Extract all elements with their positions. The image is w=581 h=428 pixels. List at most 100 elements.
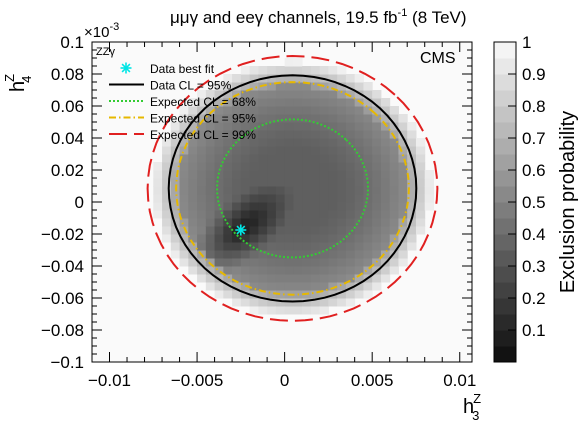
y-tick-label: −0.08 — [41, 321, 84, 340]
heatmap-cell — [232, 210, 242, 219]
heatmap-cell — [363, 202, 373, 211]
heatmap-cell — [319, 170, 329, 179]
heatmap-cell — [284, 210, 294, 219]
x-tick-label: −0.005 — [171, 371, 223, 390]
heatmap-cell — [267, 298, 277, 307]
heatmap-cell — [302, 266, 312, 275]
heatmap-cell — [415, 202, 426, 211]
heatmap-cell — [284, 186, 294, 195]
heatmap-cell — [302, 74, 312, 83]
heatmap-cell — [179, 122, 189, 131]
heatmap-cell — [284, 234, 294, 243]
heatmap-cell — [275, 74, 286, 83]
heatmap-cell — [398, 186, 408, 195]
heatmap-cell — [345, 226, 356, 235]
heatmap-cell — [415, 146, 426, 155]
heatmap-cell — [170, 234, 181, 243]
colorbar-tick-label: 0.8 — [522, 97, 546, 116]
heatmap-cell — [372, 202, 382, 211]
heatmap-cell — [232, 74, 242, 83]
heatmap-cell — [240, 290, 251, 299]
best-fit-star-stroke — [236, 225, 246, 235]
heatmap-cell — [179, 138, 189, 147]
heatmap-cell — [337, 98, 347, 107]
heatmap-cell — [223, 170, 233, 179]
heatmap-cell — [345, 194, 356, 203]
heatmap-cell — [293, 98, 303, 107]
heatmap-cell — [267, 146, 277, 155]
heatmap-cell — [205, 138, 216, 147]
heatmap-cell — [240, 138, 251, 147]
heatmap-cell — [363, 290, 373, 299]
y-tick-label: 0 — [75, 193, 84, 212]
heatmap-cell — [354, 250, 364, 259]
heatmap-cell — [249, 282, 259, 291]
heatmap-cell — [258, 194, 268, 203]
heatmap-cell — [240, 82, 251, 91]
heatmap-cell — [214, 146, 224, 155]
heatmap-cell — [258, 258, 268, 267]
heatmap-cell — [293, 58, 303, 67]
heatmap-cell — [188, 234, 198, 243]
heatmap-cell — [389, 122, 399, 131]
heatmap-cell — [197, 186, 207, 195]
heatmap-cell — [275, 154, 286, 163]
heatmap-cell — [188, 210, 198, 219]
heatmap-cell — [293, 274, 303, 283]
heatmap-cell — [258, 242, 268, 251]
best-fit-marker — [235, 224, 247, 236]
heatmap-cell — [267, 114, 277, 123]
colorbar-step — [494, 314, 516, 331]
heatmap-cell — [337, 202, 347, 211]
heatmap-cell — [328, 162, 338, 171]
heatmap-cell — [223, 274, 233, 283]
heatmap-cell — [363, 266, 373, 275]
heatmap-cell — [354, 290, 364, 299]
legend-item: Data best fit — [120, 62, 215, 76]
heatmap-cell — [188, 170, 198, 179]
heatmap-cell — [293, 202, 303, 211]
heatmap-cell — [249, 226, 259, 235]
heatmap-cell — [275, 138, 286, 147]
heatmap-cell — [240, 90, 251, 99]
heatmap-cell — [232, 218, 242, 227]
heatmap-cell — [214, 130, 224, 139]
heatmap-cell — [275, 274, 286, 283]
heatmap-cell — [249, 138, 259, 147]
heatmap-cell — [372, 178, 382, 187]
heatmap-cell — [319, 218, 329, 227]
colorbar-ticks: 0.1 0.2 0.3 0.4 0.5 0.6 0.7 0.8 0.9 1 — [508, 33, 546, 340]
heatmap-cell — [267, 282, 277, 291]
heatmap-cell — [293, 154, 303, 163]
heatmap-cell — [363, 114, 373, 123]
heatmap-cell — [223, 210, 233, 219]
heatmap-cell — [153, 178, 163, 187]
heatmap-cell — [232, 82, 242, 91]
heatmap-cell — [380, 202, 391, 211]
heatmap-cell — [258, 178, 268, 187]
heatmap-cell — [214, 90, 224, 99]
heatmap-cell — [275, 234, 286, 243]
heatmap-cell — [205, 146, 216, 155]
heatmap-cell — [197, 122, 207, 131]
heatmap-cell — [407, 226, 417, 235]
heatmap-cell — [223, 154, 233, 163]
heatmap-cell — [328, 122, 338, 131]
heatmap-cell — [240, 74, 251, 83]
heatmap-cell — [179, 162, 189, 171]
heatmap-cell — [188, 186, 198, 195]
heatmap-cell — [214, 114, 224, 123]
heatmap-cell — [345, 234, 356, 243]
heatmap-cell — [214, 218, 224, 227]
heatmap-cell — [188, 98, 198, 107]
heatmap-cell — [275, 202, 286, 211]
heatmap-cell — [170, 194, 181, 203]
heatmap-cell — [179, 210, 189, 219]
heatmap-cell — [354, 218, 364, 227]
heatmap-cell — [284, 66, 294, 75]
heatmap-cell — [188, 194, 198, 203]
heatmap-cell — [319, 162, 329, 171]
heatmap-cell — [232, 98, 242, 107]
legend: Data best fit Data CL = 95% Expected CL = … — [109, 62, 256, 142]
heatmap-cell — [275, 282, 286, 291]
